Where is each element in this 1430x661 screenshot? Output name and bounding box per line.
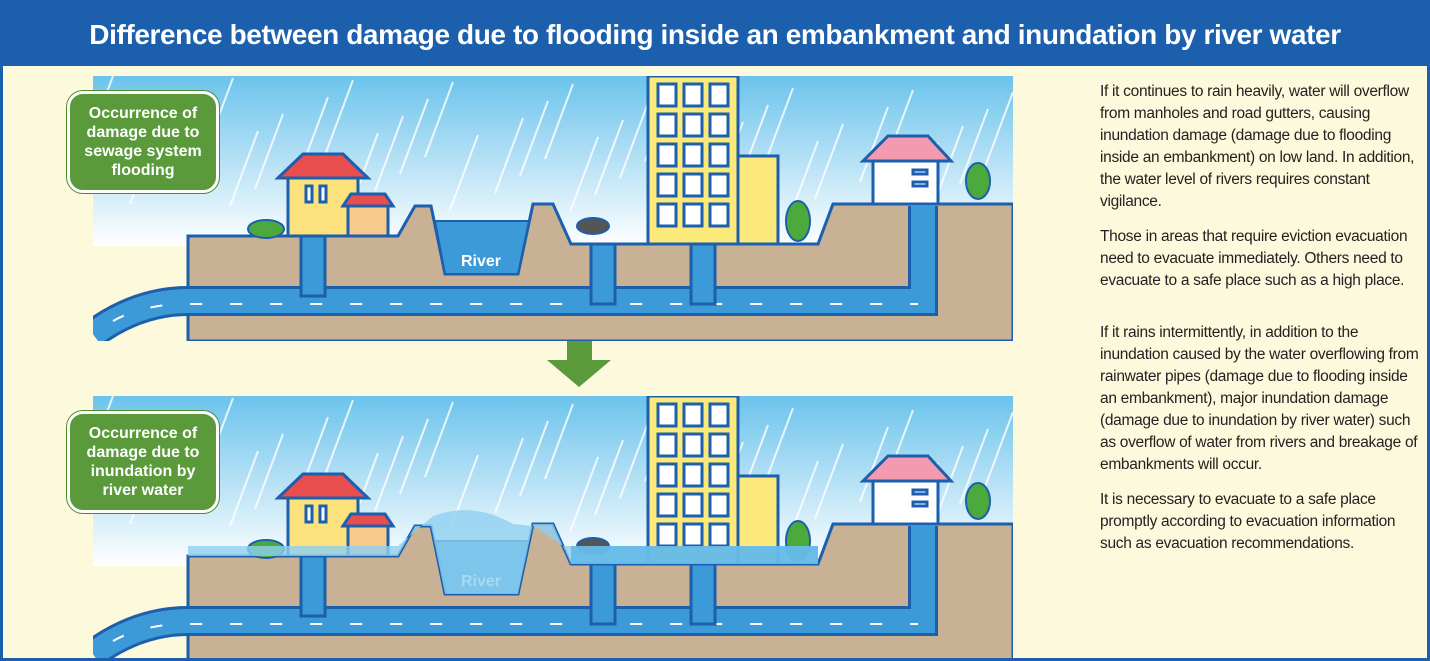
window (710, 404, 728, 426)
window (320, 186, 326, 202)
scene-panel: River (85, 396, 1038, 658)
header-title: Difference between damage due to floodin… (3, 3, 1427, 66)
panel-label: Occurrence of damage due to inundation b… (67, 411, 219, 513)
vertical-pipe (301, 556, 325, 616)
rain (1010, 145, 1038, 220)
window (658, 494, 676, 516)
window (710, 464, 728, 486)
building (738, 156, 778, 244)
window (684, 174, 702, 196)
window (684, 114, 702, 136)
annex (348, 204, 388, 236)
tree (786, 201, 810, 241)
window (913, 170, 927, 174)
roof (343, 514, 393, 526)
paragraph: If it continues to rain heavily, water w… (1100, 81, 1426, 213)
window (306, 186, 312, 202)
paragraph: If it rains intermittently, in addition … (1100, 322, 1426, 476)
window (684, 84, 702, 106)
window (658, 464, 676, 486)
window (658, 114, 676, 136)
page: River River Difference between damage due… (0, 0, 1430, 661)
paragraph: Those in areas that require eviction eva… (1100, 226, 1426, 292)
window (684, 524, 702, 546)
window (710, 144, 728, 166)
vertical-pipe (691, 244, 715, 304)
bush (248, 220, 284, 238)
window (913, 490, 927, 494)
window (710, 204, 728, 226)
window (658, 144, 676, 166)
window (658, 84, 676, 106)
vertical-pipe (691, 564, 715, 624)
panel-label: Occurrence of damage due to sewage syste… (67, 91, 219, 193)
window (684, 464, 702, 486)
window (658, 404, 676, 426)
window (684, 144, 702, 166)
window (710, 114, 728, 136)
window (684, 404, 702, 426)
flood-water (571, 546, 818, 564)
window (658, 174, 676, 196)
tree (966, 483, 990, 519)
window (320, 506, 326, 522)
description: If it continues to rain heavily, water w… (1100, 81, 1426, 568)
vertical-pipe (591, 564, 615, 624)
vertical-pipe (591, 244, 615, 304)
manhole (577, 218, 609, 234)
vertical-pipe (301, 236, 325, 296)
paragraph: It is necessary to evacuate to a safe pl… (1100, 489, 1426, 555)
window (306, 506, 312, 522)
down-arrow (547, 340, 611, 387)
window (710, 494, 728, 516)
window (684, 494, 702, 516)
window (684, 204, 702, 226)
window (658, 524, 676, 546)
window (684, 434, 702, 456)
window (913, 502, 927, 506)
window (658, 204, 676, 226)
window (710, 84, 728, 106)
window (710, 434, 728, 456)
window (710, 524, 728, 546)
window (658, 434, 676, 456)
window (913, 182, 927, 186)
scene-panel: River (85, 76, 1038, 341)
river-label: River (461, 253, 501, 270)
tree (966, 163, 990, 199)
roof (343, 194, 393, 206)
rain (1010, 465, 1038, 540)
window (710, 174, 728, 196)
